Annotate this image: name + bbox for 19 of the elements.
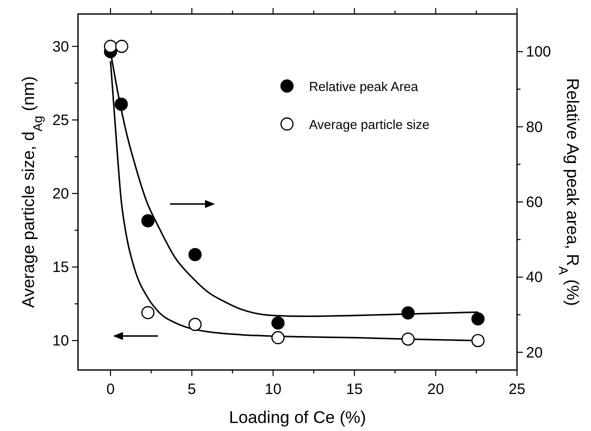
- y-tick-label: 15: [52, 259, 69, 276]
- x-tick-label: 20: [427, 381, 444, 398]
- y2-tick-label: 40: [526, 269, 543, 286]
- y-tick-label: 10: [52, 332, 69, 350]
- y2-tick-label: 20: [526, 344, 543, 362]
- y-tick-label: 30: [52, 38, 69, 56]
- legend-label: Relative peak Area: [309, 79, 419, 94]
- legend-label: Average particle size: [309, 117, 430, 132]
- x-tick-label: 15: [346, 381, 363, 398]
- x-axis-title: Loading of Ce (%): [228, 408, 366, 427]
- y2-tick-label: 60: [526, 194, 543, 211]
- x-tick-label: 10: [264, 381, 282, 398]
- x-tick-label: 5: [188, 381, 196, 398]
- x-tick-label: 25: [508, 381, 526, 398]
- y2-tick-label: 100: [526, 44, 552, 61]
- x-tick-label: 0: [106, 381, 115, 398]
- y-tick-label: 20: [52, 185, 69, 202]
- y-tick-label: 25: [52, 112, 69, 129]
- y2-tick-label: 80: [526, 118, 543, 136]
